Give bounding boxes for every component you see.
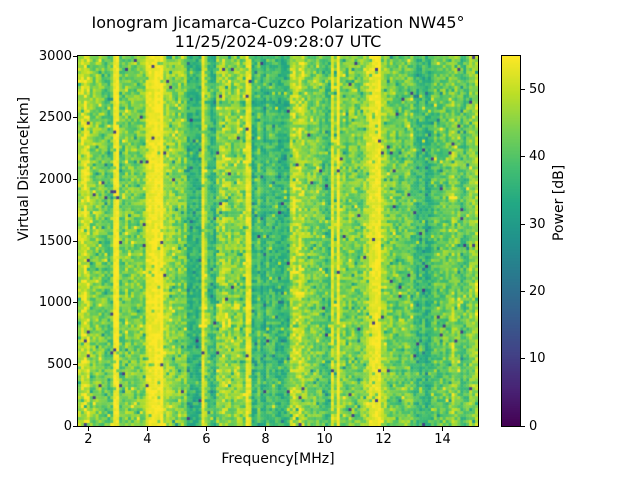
- x-tick-label-6: 6: [202, 432, 211, 447]
- x-tick-label-4: 4: [143, 432, 152, 447]
- colorbar-tick-label-50: 50: [529, 82, 546, 98]
- x-tick-label-12: 12: [375, 432, 392, 447]
- x-tick-label-10: 10: [316, 432, 333, 447]
- y-tick-3000: [73, 55, 77, 57]
- y-tick-label-2500: 2500: [38, 110, 72, 126]
- colorbar-tick-30: [521, 223, 525, 225]
- heatmap-canvas: [78, 56, 478, 426]
- colorbar-tick-50: [521, 89, 525, 91]
- x-tick-label-14: 14: [434, 432, 451, 447]
- x-tick-6: [205, 427, 207, 431]
- colorbar-tick-40: [521, 156, 525, 158]
- x-tick-label-8: 8: [261, 432, 270, 447]
- x-tick-12: [383, 427, 385, 431]
- colorbar-tick-label-40: 40: [529, 149, 546, 165]
- y-tick-label-1000: 1000: [38, 295, 72, 311]
- y-tick-500: [73, 363, 77, 365]
- x-tick-4: [146, 427, 148, 431]
- y-tick-0: [73, 425, 77, 427]
- x-tick-14: [442, 427, 444, 431]
- y-tick-label-3000: 3000: [38, 48, 72, 64]
- x-tick-10: [323, 427, 325, 431]
- colorbar-tick-label-30: 30: [529, 216, 546, 232]
- colorbar: [501, 55, 521, 427]
- x-axis-label: Frequency[MHz]: [221, 451, 335, 467]
- y-tick-label-0: 0: [63, 418, 72, 434]
- colorbar-tick-0: [521, 425, 525, 427]
- y-tick-label-2000: 2000: [38, 171, 72, 187]
- x-tick-2: [87, 427, 89, 431]
- colorbar-tick-20: [521, 290, 525, 292]
- y-tick-label-1500: 1500: [38, 233, 72, 249]
- plot-area: [77, 55, 479, 427]
- y-tick-2500: [73, 117, 77, 119]
- y-tick-label-500: 500: [47, 356, 72, 372]
- y-tick-2000: [73, 178, 77, 180]
- x-tick-8: [264, 427, 266, 431]
- colorbar-tick-label-10: 10: [529, 351, 546, 367]
- colorbar-canvas: [502, 56, 520, 426]
- colorbar-tick-10: [521, 358, 525, 360]
- chart-title-line2: 11/25/2024-09:28:07 UTC: [174, 32, 382, 51]
- chart-title-line1: Ionogram Jicamarca-Cuzco Polarization NW…: [91, 13, 465, 32]
- colorbar-tick-label-0: 0: [529, 418, 538, 434]
- colorbar-tick-label-20: 20: [529, 283, 546, 299]
- y-tick-1000: [73, 302, 77, 304]
- chart-title: Ionogram Jicamarca-Cuzco Polarization NW…: [78, 13, 478, 51]
- x-tick-label-2: 2: [84, 432, 93, 447]
- y-tick-1500: [73, 240, 77, 242]
